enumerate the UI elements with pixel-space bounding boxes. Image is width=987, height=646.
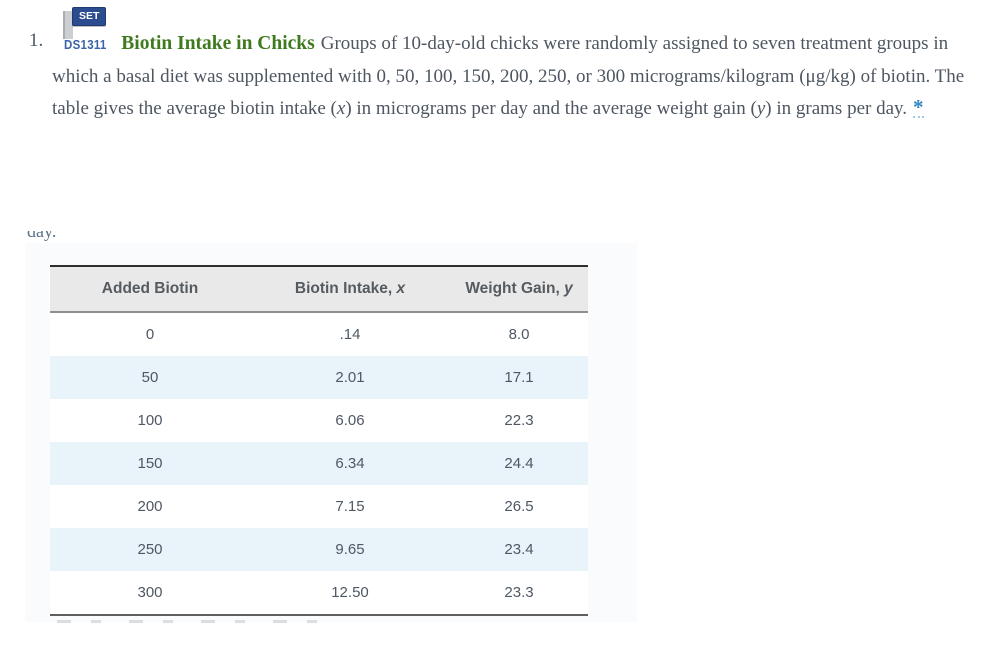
set-badge[interactable]: SET (72, 7, 107, 26)
y-variable: y (756, 98, 766, 119)
clipped-bottom-text (57, 620, 342, 623)
table-row: 0 .14 8.0 (50, 312, 588, 356)
problem-statement: DS1311 Biotin Intake in Chicks Groups of 1… (52, 28, 985, 125)
problem-title: Biotin Intake in Chicks (121, 33, 315, 54)
biotin-data-table: Added Biotin Biotin Intake, x Weight Gai… (50, 265, 588, 616)
problem-number: 1. (29, 30, 44, 51)
header-weight-gain: Weight Gain, y (450, 266, 588, 313)
dataset-id-link[interactable]: DS1311 (64, 38, 107, 52)
footnote-asterisk-link[interactable]: * (913, 95, 924, 119)
header-added-biotin: Added Biotin (50, 266, 250, 313)
table-row: 150 6.34 24.4 (50, 442, 588, 485)
table-row: 50 2.01 17.1 (50, 356, 588, 399)
problem-text-2: ) in micrograms per day and the average … (345, 98, 757, 119)
clipped-text-fragment: day. (27, 231, 57, 241)
table-row: 200 7.15 26.5 (50, 485, 588, 528)
problem-text-3: ) in grams per day. (765, 98, 908, 119)
header-biotin-intake: Biotin Intake, x (250, 266, 450, 313)
problem-text-1: Groups of 10-day-old chicks were randoml… (52, 33, 965, 119)
table-row: 300 12.50 23.3 (50, 571, 588, 615)
x-variable: x (336, 98, 346, 119)
table-row: 250 9.65 23.4 (50, 528, 588, 571)
table-row: 100 6.06 22.3 (50, 399, 588, 442)
data-popup-card: Added Biotin Biotin Intake, x Weight Gai… (25, 243, 637, 623)
bookmark-sliver (63, 11, 73, 39)
table-header-row: Added Biotin Biotin Intake, x Weight Gai… (50, 266, 588, 313)
